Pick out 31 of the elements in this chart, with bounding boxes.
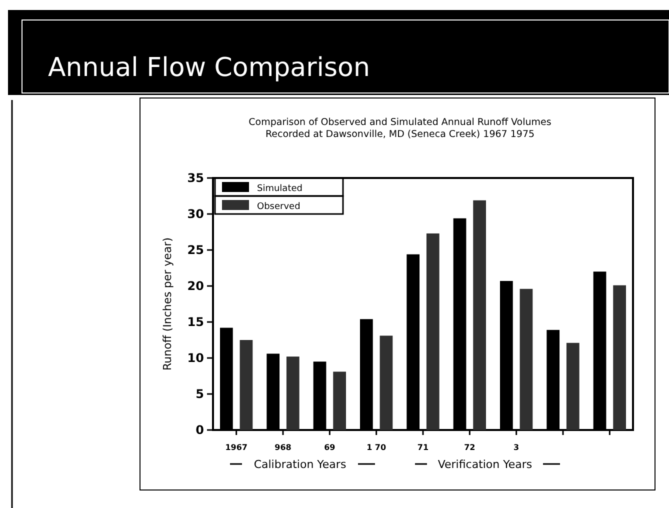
y-tick-label: 20 (187, 279, 204, 293)
bar (333, 372, 346, 430)
y-tick-label: 25 (187, 243, 204, 257)
bar (613, 285, 626, 430)
chart-title: Annual Flow Comparison (48, 53, 370, 83)
legend-label: Simulated (257, 184, 302, 194)
y-tick-label: 0 (196, 423, 204, 437)
y-tick-label: 35 (187, 171, 204, 185)
y-tick-label: 5 (196, 387, 204, 401)
bar (473, 200, 486, 430)
bar (520, 288, 533, 430)
bar (426, 233, 440, 430)
x-tick-label: 71 (417, 443, 429, 452)
text: Verification Years (438, 458, 532, 471)
y-tick-label: 30 (187, 207, 204, 221)
x-tick-label: 1 70 (366, 443, 387, 452)
y-tick-label: 15 (187, 315, 204, 329)
text: Calibration Years (254, 458, 346, 471)
bar (380, 336, 393, 430)
bar (240, 340, 253, 430)
x-tick-label: 72 (464, 443, 476, 452)
y-axis-title: Runoff (Inches per year) (161, 237, 174, 371)
bar (286, 356, 300, 430)
x-tick-label: 1967 (225, 443, 248, 452)
y-tick-label: 10 (187, 351, 204, 365)
x-tick-label: 3 (514, 443, 520, 452)
legend-label: Observed (257, 202, 300, 212)
chart-subtitle: Comparison of Observed and Simulated Annual Runoff Volumes Recorded at Dawsonville, MD (Seneca Creek) 1967 1975 (248, 117, 552, 140)
bar (566, 342, 580, 430)
x-tick-label: 968 (274, 443, 292, 452)
x-tick-label: 69 (324, 443, 336, 452)
